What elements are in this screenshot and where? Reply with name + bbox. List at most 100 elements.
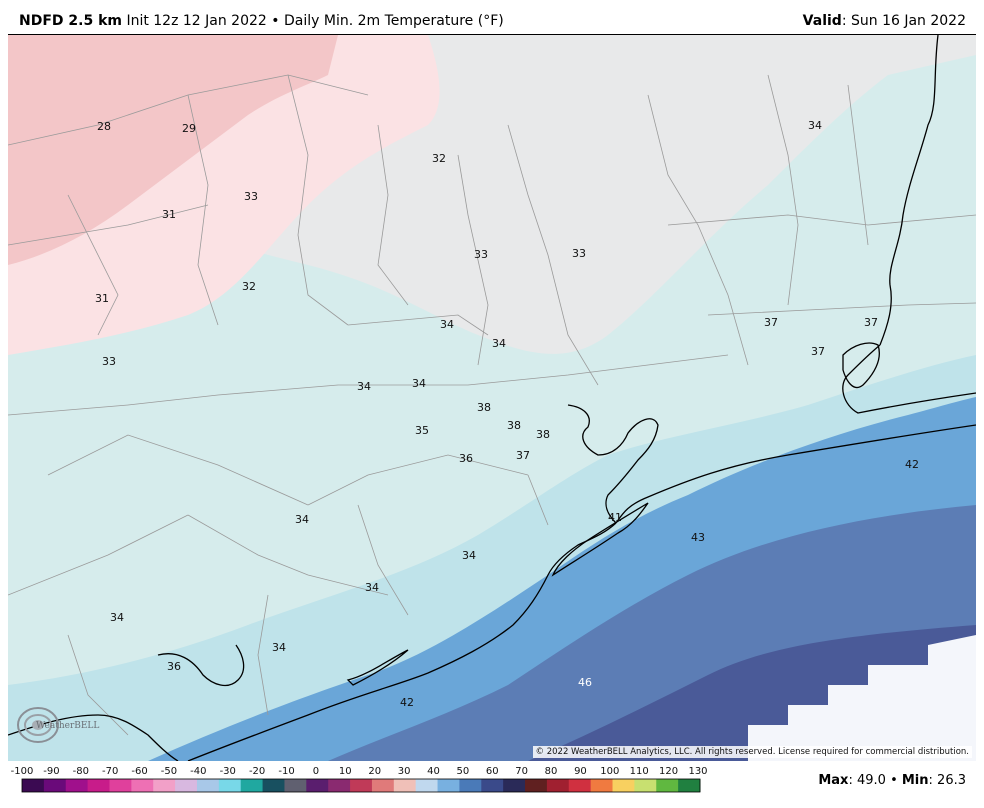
temp-label: 41 xyxy=(608,511,622,524)
county-boundaries xyxy=(8,74,976,736)
legend-swatch xyxy=(175,779,198,792)
legend-border xyxy=(21,778,701,793)
temp-label: 37 xyxy=(764,316,778,329)
legend: -100 -90 -80 -70 -60 -50 -40 -30 -20 -10 0 10 20 30 40… xyxy=(0,762,984,808)
max-label: Max xyxy=(818,773,849,788)
legend-swatch xyxy=(546,779,570,792)
max-min-separator: • xyxy=(890,773,898,788)
legend-swatch xyxy=(612,779,635,792)
swirl-logo-icon: WeatherBELL xyxy=(17,707,99,743)
temp-label: 33 xyxy=(244,190,258,203)
legend-swatch xyxy=(350,779,373,792)
color-scale-bar: -100 -90 -80 -70 -60 -50 -40 -30 -20 -10 0 10 20 30 40… xyxy=(11,766,708,793)
min-value: : 26.3 xyxy=(928,773,966,788)
legend-swatch xyxy=(109,779,132,792)
chart-title: NDFD 2.5 km Init 12z 12 Jan 2022 • Daily… xyxy=(19,13,504,29)
map-panel: 28 29 32 34 33 31 33 33 32 31 34 34 33 3… xyxy=(8,34,976,761)
temp-label: 29 xyxy=(182,122,196,135)
no-data-zone xyxy=(748,635,976,761)
temp-label: 33 xyxy=(102,355,116,368)
legend-swatch xyxy=(568,779,592,792)
weatherbell-logo: WeatherBELL xyxy=(14,703,104,747)
valid-time: Valid: Sun 16 Jan 2022 xyxy=(803,13,966,29)
legend-tick-label: -20 xyxy=(249,766,265,777)
valid-value: : Sun 16 Jan 2022 xyxy=(841,13,966,29)
legend-tick-label: 90 xyxy=(574,766,587,777)
legend-swatch xyxy=(218,779,242,792)
valid-label: Valid xyxy=(802,13,842,29)
title-separator: • xyxy=(271,13,280,29)
legend-tick-label: 60 xyxy=(486,766,499,777)
legend-tick-label: 20 xyxy=(368,766,381,777)
legend-swatch xyxy=(65,779,89,792)
legend-swatch xyxy=(240,779,264,792)
legend-swatches xyxy=(21,778,701,793)
legend-tick-label: 40 xyxy=(427,766,440,777)
header: NDFD 2.5 km Init 12z 12 Jan 2022 • Daily… xyxy=(0,0,984,34)
legend-swatch xyxy=(22,779,45,792)
temp-label: 36 xyxy=(459,452,473,465)
legend-swatch xyxy=(43,779,67,792)
temp-label: 38 xyxy=(536,428,550,441)
temp-label: 34 xyxy=(492,337,506,350)
temp-label: 34 xyxy=(365,581,379,594)
model-name: NDFD 2.5 km xyxy=(19,13,122,29)
temp-label: 46 xyxy=(578,676,592,689)
temp-label: 34 xyxy=(462,549,476,562)
legend-tick-label: -30 xyxy=(220,766,236,777)
legend-tick-label: 50 xyxy=(457,766,470,777)
temperature-labels: 28 29 32 34 33 31 33 33 32 31 34 34 33 3… xyxy=(95,119,919,709)
legend-tick-label: 10 xyxy=(339,766,352,777)
temperature-map: 28 29 32 34 33 31 33 33 32 31 34 34 33 3… xyxy=(8,35,976,761)
legend-swatch xyxy=(153,779,176,792)
cold-pink-zone xyxy=(8,35,338,265)
legend-swatch xyxy=(481,779,504,792)
legend-swatch xyxy=(634,779,657,792)
temp-label: 37 xyxy=(864,316,878,329)
coastline xyxy=(8,35,976,761)
legend-tick-label: -80 xyxy=(73,766,89,777)
temp-label: 33 xyxy=(572,247,586,260)
temp-label: 35 xyxy=(415,424,429,437)
temp-label: 32 xyxy=(242,280,256,293)
legend-swatch xyxy=(525,779,548,792)
legend-tick-label: -90 xyxy=(43,766,59,777)
temp-label: 42 xyxy=(905,458,919,471)
min-label: Min xyxy=(901,773,929,788)
legend-swatch xyxy=(503,779,526,792)
temp-label: 31 xyxy=(162,208,176,221)
legend-tick-label: 70 xyxy=(515,766,528,777)
legend-swatch xyxy=(131,779,154,792)
legend-tick-label: 30 xyxy=(398,766,411,777)
legend-swatch xyxy=(459,779,482,792)
temp-label: 32 xyxy=(432,152,446,165)
temp-label: 34 xyxy=(357,380,371,393)
temp-label: 31 xyxy=(95,292,109,305)
legend-swatch xyxy=(196,779,220,792)
legend-swatch xyxy=(590,779,614,792)
temp-label: 34 xyxy=(272,641,286,654)
legend-swatch xyxy=(328,779,351,792)
legend-tick-label: 130 xyxy=(688,766,707,777)
legend-tick-label: -10 xyxy=(278,766,294,777)
temp-label: 28 xyxy=(97,120,111,133)
temp-label: 34 xyxy=(808,119,822,132)
temp-label: 38 xyxy=(507,419,521,432)
legend-swatch xyxy=(284,779,307,792)
temp-label: 34 xyxy=(295,513,309,526)
max-min-readout: Max: 49.0 • Min: 26.3 xyxy=(818,773,966,788)
temp-label: 38 xyxy=(477,401,491,414)
temp-label: 34 xyxy=(412,377,426,390)
legend-tick-label: 80 xyxy=(545,766,558,777)
temp-label: 36 xyxy=(167,660,181,673)
legend-tick-label: -60 xyxy=(131,766,147,777)
legend-swatch xyxy=(262,779,285,792)
legend-swatch xyxy=(437,779,460,792)
legend-swatch xyxy=(306,779,329,792)
legend-tick-label: 110 xyxy=(630,766,649,777)
temp-label: 37 xyxy=(811,345,825,358)
temp-label: 34 xyxy=(110,611,124,624)
copyright-notice: © 2022 WeatherBELL Analytics, LLC. All r… xyxy=(532,746,972,758)
legend-ticks: -100 -90 -80 -70 -60 -50 -40 -30 -20 -10 0 10 20 30 40… xyxy=(11,766,708,777)
legend-tick-label: -40 xyxy=(190,766,206,777)
